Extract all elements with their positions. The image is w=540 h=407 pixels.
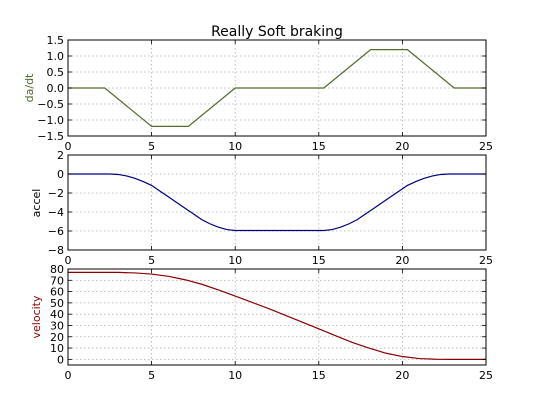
y-tick-label: 2 (57, 149, 64, 162)
x-tick-label: 10 (228, 369, 242, 382)
series-line-dadt (68, 49, 486, 127)
y-tick-label: −1.5 (37, 130, 64, 143)
y-tick-label: 10 (50, 342, 64, 355)
x-tick-label: 20 (395, 140, 409, 153)
x-tick-label: 15 (312, 140, 326, 153)
x-ticks: 0 5 10 15 20 25 (65, 155, 493, 267)
x-tick-label: 10 (228, 140, 242, 153)
y-tick-label: −8 (48, 244, 64, 257)
series-line-accel (68, 173, 486, 232)
subplot-accel: −8 −6 −4 −2 0 2 0 5 10 15 20 25 accel (30, 149, 493, 267)
x-tick-label: 5 (148, 254, 155, 267)
x-tick-label: 0 (65, 254, 72, 267)
x-tick-label: 25 (479, 369, 493, 382)
y-axis-label-accel: accel (30, 189, 43, 218)
x-tick-label: 0 (65, 140, 72, 153)
y-tick-label: 1.5 (47, 34, 65, 47)
x-tick-label: 5 (148, 140, 155, 153)
series-line-velocity (68, 271, 486, 360)
y-tick-label: 70 (50, 274, 64, 287)
grid (68, 268, 486, 365)
axes-frame (67, 154, 487, 251)
y-tick-label: 0 (57, 353, 64, 366)
x-tick-label: 20 (395, 254, 409, 267)
y-ticks: −1.5 −1.0 −0.5 0.0 0.5 1.0 1.5 (37, 34, 486, 143)
y-tick-label: 50 (50, 297, 64, 310)
y-tick-label: 0 (57, 168, 64, 181)
y-tick-label: 30 (50, 319, 64, 332)
y-tick-label: 40 (50, 308, 64, 321)
x-tick-label: 15 (312, 254, 326, 267)
y-tick-label: −6 (48, 225, 64, 238)
x-tick-label: 15 (312, 369, 326, 382)
y-tick-label: −2 (48, 187, 64, 200)
subplot-dadt: −1.5 −1.0 −0.5 0.0 0.5 1.0 1.5 0 5 10 15 20 25 da/d… (23, 34, 493, 153)
axes-frame (67, 268, 487, 366)
x-ticks: 0 5 10 15 20 25 (65, 40, 493, 153)
x-tick-label: 10 (228, 254, 242, 267)
grid (68, 154, 486, 251)
x-tick-label: 0 (65, 369, 72, 382)
x-tick-label: 25 (479, 140, 493, 153)
y-tick-label: 80 (50, 263, 64, 276)
y-tick-label: 20 (50, 331, 64, 344)
x-tick-label: 20 (395, 369, 409, 382)
y-tick-label: 60 (50, 286, 64, 299)
y-axis-label-velocity: velocity (30, 295, 43, 338)
y-tick-label: 0.5 (47, 66, 65, 79)
y-tick-label: 1.0 (47, 50, 65, 63)
y-tick-label: 0.0 (47, 82, 65, 95)
y-tick-label: −1.0 (37, 114, 64, 127)
x-tick-label: 25 (479, 254, 493, 267)
chart-title: Really Soft braking (211, 24, 343, 40)
y-axis-label-dadt: da/dt (23, 73, 36, 102)
y-tick-label: −4 (48, 206, 64, 219)
x-ticks: 0 5 10 15 20 25 (65, 269, 493, 382)
y-tick-label: −0.5 (37, 98, 64, 111)
y-ticks: −8 −6 −4 −2 0 2 (48, 149, 486, 257)
x-tick-label: 5 (148, 369, 155, 382)
